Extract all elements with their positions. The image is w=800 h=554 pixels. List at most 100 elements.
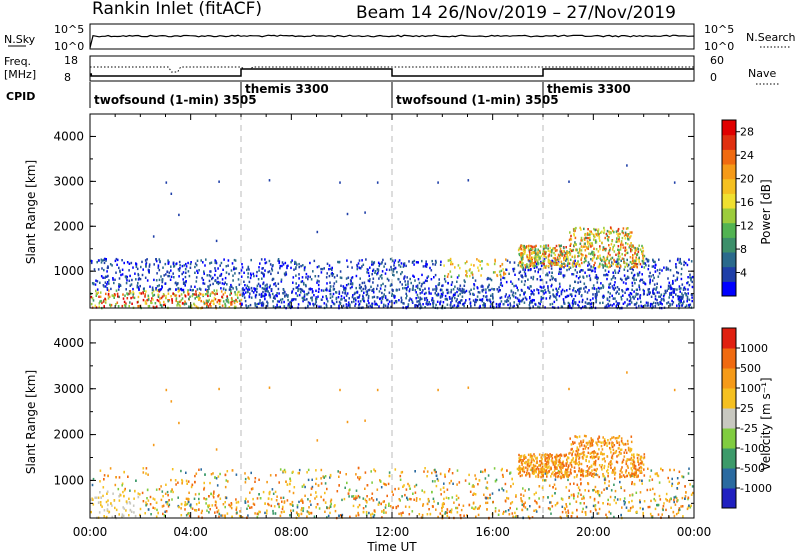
data-cell: [390, 268, 393, 271]
data-cell: [563, 256, 565, 260]
data-cell: [441, 509, 443, 513]
data-cell: [355, 514, 357, 517]
data-cell: [339, 270, 342, 273]
data-cell: [652, 291, 654, 294]
data-cell: [305, 276, 307, 279]
data-cell: [194, 265, 196, 269]
data-cell: [647, 301, 649, 305]
data-cell: [295, 292, 297, 295]
data-cell: [266, 287, 268, 291]
data-cell: [576, 515, 578, 518]
data-cell: [313, 294, 315, 297]
data-cell: [681, 475, 683, 478]
data-cell: [631, 482, 633, 486]
data-cell: [486, 262, 489, 266]
data-cell: [193, 302, 195, 306]
data-cell: [265, 512, 268, 515]
data-cell: [532, 277, 534, 281]
data-cell: [605, 232, 608, 236]
data-cell: [487, 263, 490, 266]
data-cell: [455, 498, 458, 501]
data-cell: [528, 287, 531, 290]
data-cell: [267, 502, 269, 506]
data-cell: [280, 278, 283, 281]
data-cell: [200, 468, 202, 471]
data-cell: [623, 261, 625, 264]
data-cell: [534, 252, 537, 255]
data-cell: [520, 248, 523, 251]
data-cell: [615, 305, 618, 308]
data-cell: [337, 470, 339, 473]
data-cell: [356, 267, 359, 271]
data-cell: [611, 239, 613, 243]
data-cell: [608, 304, 610, 308]
data-cell: [520, 499, 523, 502]
data-cell: [210, 261, 213, 264]
data-cell: [163, 274, 165, 277]
data-cell: [170, 295, 172, 298]
data-cell: [295, 286, 298, 289]
data-cell: [595, 295, 598, 298]
data-cell: [168, 499, 170, 502]
data-cell: [554, 247, 556, 250]
data-cell: [550, 275, 553, 278]
data-cell: [422, 281, 425, 285]
data-cell: [365, 505, 367, 508]
data-cell: [690, 260, 693, 263]
data-cell: [619, 248, 622, 251]
data-cell: [627, 442, 629, 446]
data-cell: [178, 213, 180, 217]
data-cell: [631, 281, 634, 285]
data-cell: [634, 262, 636, 265]
data-cell: [557, 287, 560, 290]
data-cell: [615, 460, 618, 463]
data-cell: [609, 265, 611, 268]
data-cell: [298, 293, 301, 297]
data-cell: [371, 273, 373, 276]
data-cell: [195, 290, 197, 293]
data-cell: [432, 302, 434, 305]
data-cell: [400, 299, 403, 302]
data-cell: [462, 289, 465, 292]
data-cell: [177, 481, 179, 484]
data-cell: [553, 300, 556, 304]
data-cell: [427, 302, 430, 306]
data-cell: [458, 481, 461, 484]
data-cell: [371, 481, 373, 484]
data-cell: [613, 515, 615, 519]
data-cell: [208, 274, 211, 277]
data-cell: [624, 237, 627, 240]
data-cell: [351, 276, 354, 279]
data-cell: [346, 292, 349, 295]
data-cell: [127, 475, 129, 478]
data-cell: [632, 295, 634, 299]
data-cell: [343, 497, 346, 501]
data-cell: [293, 268, 295, 271]
data-cell: [469, 274, 471, 278]
data-cell: [537, 291, 540, 295]
data-cell: [260, 304, 263, 307]
data-cell: [211, 504, 214, 507]
data-cell: [582, 254, 584, 257]
data-cell: [498, 286, 500, 289]
data-cell: [157, 294, 159, 297]
data-cell: [256, 516, 259, 519]
data-cell: [322, 295, 324, 299]
data-cell: [222, 287, 225, 290]
data-cell: [578, 467, 581, 470]
data-cell: [372, 269, 374, 273]
data-cell: [668, 480, 671, 483]
data-cell: [440, 260, 442, 263]
data-cell: [507, 296, 509, 299]
data-cell: [483, 305, 486, 308]
data-cell: [199, 288, 202, 291]
data-cell: [492, 271, 495, 274]
data-cell: [638, 479, 641, 482]
data-cell: [381, 510, 383, 513]
data-cell: [90, 302, 93, 306]
data-cell: [234, 272, 236, 275]
data-cell: [530, 248, 533, 251]
data-cell: [356, 291, 359, 294]
data-cell: [119, 270, 121, 274]
data-cell: [147, 508, 150, 511]
